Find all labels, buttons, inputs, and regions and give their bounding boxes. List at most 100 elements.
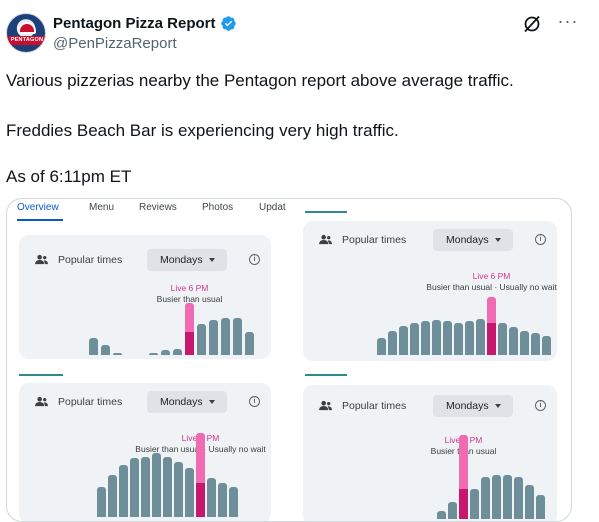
hour-bar[interactable] [443,321,452,355]
hour-bar[interactable] [218,483,227,517]
hour-bar[interactable] [221,317,230,355]
crop-divider [305,211,347,213]
hour-bar[interactable] [421,321,430,355]
hour-bar[interactable] [432,320,441,355]
tweet-media-image[interactable]: Overview Menu Reviews Photos Updat Popul… [6,198,572,522]
hour-bar[interactable] [197,323,206,355]
hour-bar[interactable] [536,495,545,519]
hour-bar[interactable] [399,326,408,355]
popular-times-label: Popular times [342,400,407,412]
busyness-status: Busier than usual · Usually no wait [426,282,557,292]
hour-bar[interactable] [207,478,216,517]
tab-overview[interactable]: Overview [17,202,59,213]
day-select-value: Mondays [446,234,489,246]
live-time-label: Live 6 PM [472,271,511,281]
hour-bar[interactable] [245,332,254,355]
hour-bar[interactable] [514,477,523,519]
hour-bar[interactable] [520,330,529,355]
info-icon[interactable]: i [249,396,260,407]
hour-bar[interactable] [470,488,479,519]
hour-bar[interactable] [161,349,170,355]
day-select-dropdown[interactable]: Mondays [147,391,227,413]
tab-menu[interactable]: Menu [89,202,115,213]
crop-divider [305,374,347,376]
grok-icon[interactable] [522,14,542,34]
crop-divider [19,374,63,376]
busyness-status: Busier than usual [156,294,223,304]
hour-bar[interactable] [437,510,446,519]
verified-badge-icon [221,16,236,31]
hour-bar[interactable] [476,319,485,355]
hour-bar[interactable] [152,453,161,517]
info-icon[interactable]: i [535,234,546,245]
more-options-icon[interactable]: ··· [557,11,579,31]
hour-bar[interactable] [503,475,512,519]
hour-bar[interactable] [531,332,540,355]
hour-bar[interactable] [163,456,172,517]
hour-bar[interactable] [465,321,474,355]
tab-updates[interactable]: Updat [259,202,286,213]
hour-bar[interactable] [209,319,218,355]
hour-bar[interactable] [89,338,98,355]
people-icon [35,396,48,407]
hour-bar[interactable] [97,486,106,517]
hour-bar[interactable] [509,327,518,355]
day-select-value: Mondays [160,254,203,266]
live-hour-bar[interactable] [196,433,205,517]
hour-bar[interactable] [410,323,419,355]
popular-times-label: Popular times [342,234,407,246]
live-hour-bar[interactable] [459,435,468,519]
hour-bar[interactable] [481,477,490,519]
caret-down-icon [495,238,501,242]
hour-bar[interactable] [229,486,238,517]
info-icon[interactable]: i [535,400,546,411]
hour-bar[interactable] [108,475,117,517]
info-icon[interactable]: i [249,254,260,265]
tab-active-indicator [17,219,63,221]
tab-reviews[interactable]: Reviews [139,202,177,213]
hour-bar[interactable] [185,468,194,517]
tweet-text-line-2: Freddies Beach Bar is experiencing very … [6,121,399,140]
day-select-dropdown[interactable]: Mondays [433,229,513,251]
hour-bar[interactable] [542,336,551,355]
caret-down-icon [495,404,501,408]
hour-bar[interactable] [149,352,158,355]
hour-bar[interactable] [173,348,182,355]
hour-bar[interactable] [448,502,457,519]
hour-bar[interactable] [113,352,122,355]
live-time-label: Live 6 PM [181,433,220,443]
tweet-text-line-1: Various pizzerias nearby the Pentagon re… [6,71,514,90]
avatar[interactable]: PENTAGON [6,13,46,53]
hour-bar[interactable] [388,330,397,355]
hour-bar[interactable] [233,317,242,355]
hour-bar[interactable] [119,464,128,517]
day-select-value: Mondays [446,400,489,412]
hour-bar[interactable] [174,461,183,517]
usual-level-bar [459,488,468,519]
hour-bar[interactable] [498,323,507,355]
maps-tab-bar: Overview Menu Reviews Photos Updat [7,199,293,225]
caret-down-icon [209,400,215,404]
day-select-dropdown[interactable]: Mondays [433,395,513,417]
busyness-status: Busier than usual [430,446,497,456]
popular-times-label: Popular times [58,254,123,266]
hour-bar[interactable] [525,485,534,519]
hour-bar[interactable] [101,344,110,355]
tweet-header: PENTAGON Pentagon Pizza Report @PenPizza… [0,0,599,60]
tab-photos[interactable]: Photos [202,202,234,213]
hour-bar[interactable] [377,337,386,355]
caret-down-icon [209,258,215,262]
popular-times-label: Popular times [58,396,123,408]
avatar-dome-shape [18,22,36,34]
hour-bar[interactable] [141,456,150,517]
day-select-dropdown[interactable]: Mondays [147,249,227,271]
live-hour-bar[interactable] [185,303,194,355]
user-handle[interactable]: @PenPizzaReport [53,35,177,52]
live-time-label: Live 6 PM [170,283,209,293]
hour-bar[interactable] [130,458,139,517]
hour-bar[interactable] [454,323,463,355]
display-name[interactable]: Pentagon Pizza Report [53,15,216,32]
hour-bar[interactable] [492,475,501,519]
